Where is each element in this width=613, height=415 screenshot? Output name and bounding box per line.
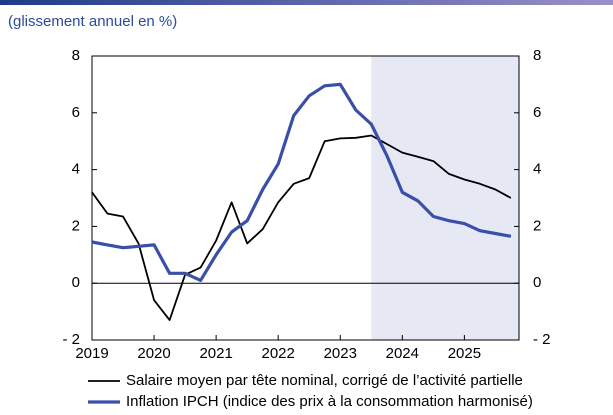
y2-tick-label: 2 xyxy=(533,217,541,234)
x-tick-label: 2019 xyxy=(75,345,108,362)
x-tick-label: 2021 xyxy=(199,345,232,362)
y-tick-label: - 2 xyxy=(62,331,80,348)
y2-tick-label: 8 xyxy=(533,47,541,64)
y2-tick-label: 6 xyxy=(533,104,541,121)
x-tick-label: 2022 xyxy=(262,345,295,362)
top-bar xyxy=(0,0,613,5)
legend-label: Salaire moyen par tête nominal, corrigé … xyxy=(126,372,523,389)
y-tick-label: 2 xyxy=(72,217,80,234)
y2-tick-label: - 2 xyxy=(533,331,551,348)
legend-label: Inflation IPCH (indice des prix à la con… xyxy=(126,393,533,410)
y-tick-label: 4 xyxy=(72,161,80,178)
x-tick-label: 2024 xyxy=(386,345,419,362)
x-tick-label: 2020 xyxy=(137,345,170,362)
series-line xyxy=(91,82,512,282)
y-tick-label: 0 xyxy=(72,274,80,291)
projection-shade xyxy=(371,56,519,340)
x-tick-label: 2025 xyxy=(448,345,481,362)
subtitle: (glissement annuel en %) xyxy=(8,13,177,30)
plot-frame xyxy=(91,55,520,341)
y-tick-label: 6 xyxy=(72,104,80,121)
x-tick-label: 2023 xyxy=(324,345,357,362)
y2-tick-label: 0 xyxy=(533,274,541,291)
y-tick-label: 8 xyxy=(72,47,80,64)
y2-tick-label: 4 xyxy=(533,161,541,178)
series-line xyxy=(91,134,512,322)
